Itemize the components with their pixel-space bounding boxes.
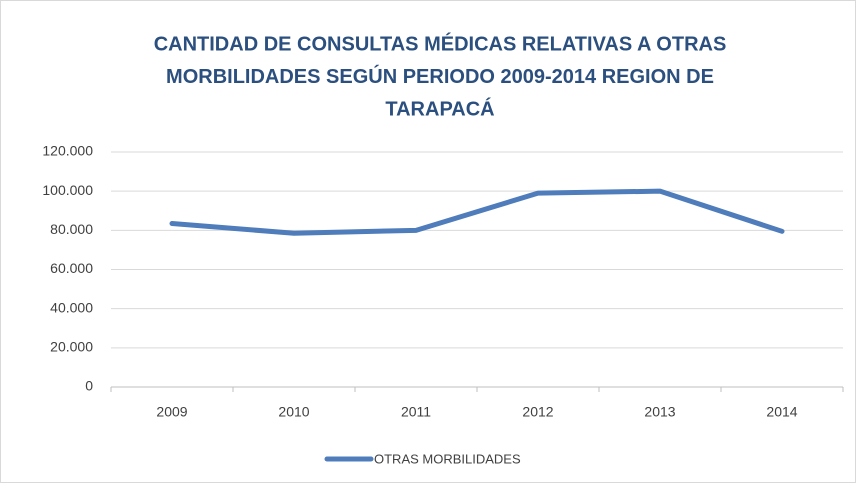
chart-title: MORBILIDADES SEGÚN PERIODO 2009-2014 REG… [166, 64, 714, 88]
x-tick-label: 2009 [156, 404, 187, 420]
y-tick-label: 0 [85, 378, 93, 394]
y-tick-label: 100.000 [42, 182, 93, 198]
x-tick-label: 2010 [278, 404, 309, 420]
y-tick-label: 40.000 [50, 299, 93, 315]
y-tick-label: 80.000 [50, 221, 93, 237]
x-tick-label: 2013 [644, 404, 675, 420]
x-tick-label: 2014 [766, 404, 797, 420]
chart-title: TARAPACÁ [385, 97, 494, 120]
legend-label: OTRAS MORBILIDADES [374, 451, 521, 466]
chart-title: CANTIDAD DE CONSULTAS MÉDICAS RELATIVAS … [154, 32, 727, 55]
y-tick-label: 60.000 [50, 260, 93, 276]
x-tick-label: 2011 [401, 404, 431, 420]
y-tick-label: 120.000 [42, 143, 93, 159]
y-tick-label: 20.000 [50, 339, 93, 355]
series-line [169, 188, 785, 236]
x-tick-label: 2012 [522, 404, 553, 420]
